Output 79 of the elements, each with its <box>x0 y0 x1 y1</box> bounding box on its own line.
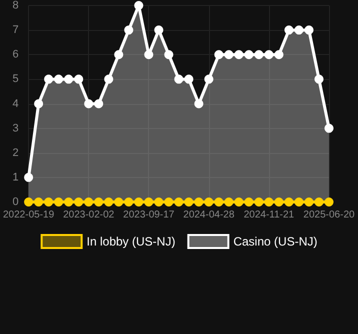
point <box>24 172 34 182</box>
x-tick-label: 2024-11-21 <box>244 210 295 220</box>
point <box>304 198 314 206</box>
point <box>54 198 64 206</box>
point <box>44 74 54 84</box>
legend-label: Casino (US-NJ) <box>233 234 318 248</box>
point <box>104 74 114 84</box>
point <box>164 50 174 60</box>
point <box>264 50 274 60</box>
point <box>64 198 74 206</box>
y-tick-label: 5 <box>12 73 19 86</box>
point <box>274 50 284 60</box>
point <box>234 50 244 60</box>
point <box>274 198 284 206</box>
point <box>104 198 114 206</box>
point <box>94 99 104 108</box>
point <box>314 74 324 84</box>
legend-label: In lobby (US-NJ) <box>86 234 176 248</box>
point <box>304 26 314 35</box>
point <box>194 198 204 206</box>
point <box>294 26 304 35</box>
point <box>54 74 64 84</box>
point <box>264 198 274 206</box>
point <box>284 198 294 206</box>
point <box>294 198 304 206</box>
point <box>214 50 224 60</box>
point <box>34 99 44 108</box>
y-tick-label: 3 <box>12 122 19 134</box>
point <box>204 74 214 84</box>
y-tick-label: 8 <box>12 0 19 12</box>
point <box>114 198 124 206</box>
point <box>204 198 214 206</box>
point <box>94 198 104 206</box>
y-tick-label: 7 <box>12 24 19 36</box>
point <box>284 26 294 35</box>
point <box>174 74 184 84</box>
y-tick-label: 6 <box>12 48 19 61</box>
point <box>134 1 144 10</box>
point <box>194 99 204 108</box>
point <box>244 198 254 206</box>
point <box>154 198 164 206</box>
point <box>124 198 134 206</box>
point <box>64 74 74 84</box>
y-tick-label: 4 <box>12 98 19 110</box>
point <box>124 26 134 35</box>
point <box>114 50 124 60</box>
point <box>314 198 324 206</box>
point <box>74 198 84 206</box>
x-tick-label: 2025-06-20 <box>303 210 356 220</box>
point <box>74 74 84 84</box>
point <box>254 50 264 60</box>
y-tick-label: 2 <box>12 146 19 159</box>
point <box>34 198 44 206</box>
point <box>214 198 224 206</box>
point <box>224 198 234 206</box>
point <box>24 198 34 206</box>
x-tick-label: 2023-02-02 <box>63 210 115 220</box>
x-tick-label: 2022-05-19 <box>3 210 55 220</box>
point <box>164 198 174 206</box>
point <box>244 50 254 60</box>
y-tick-label: 0 <box>12 196 19 208</box>
point <box>84 99 94 108</box>
x-tick-label: 2023-09-17 <box>123 210 175 220</box>
point <box>44 198 54 206</box>
x-tick-label: 2024-04-28 <box>183 210 235 220</box>
point <box>234 198 244 206</box>
point <box>174 198 184 206</box>
point <box>324 198 334 206</box>
point <box>134 198 144 206</box>
point <box>254 198 264 206</box>
point <box>324 124 334 133</box>
point <box>84 198 94 206</box>
point <box>184 198 194 206</box>
y-tick-label: 1 <box>12 171 19 184</box>
point <box>224 50 234 60</box>
point <box>144 198 154 206</box>
point <box>184 74 194 84</box>
point <box>154 26 164 35</box>
point <box>144 50 154 60</box>
